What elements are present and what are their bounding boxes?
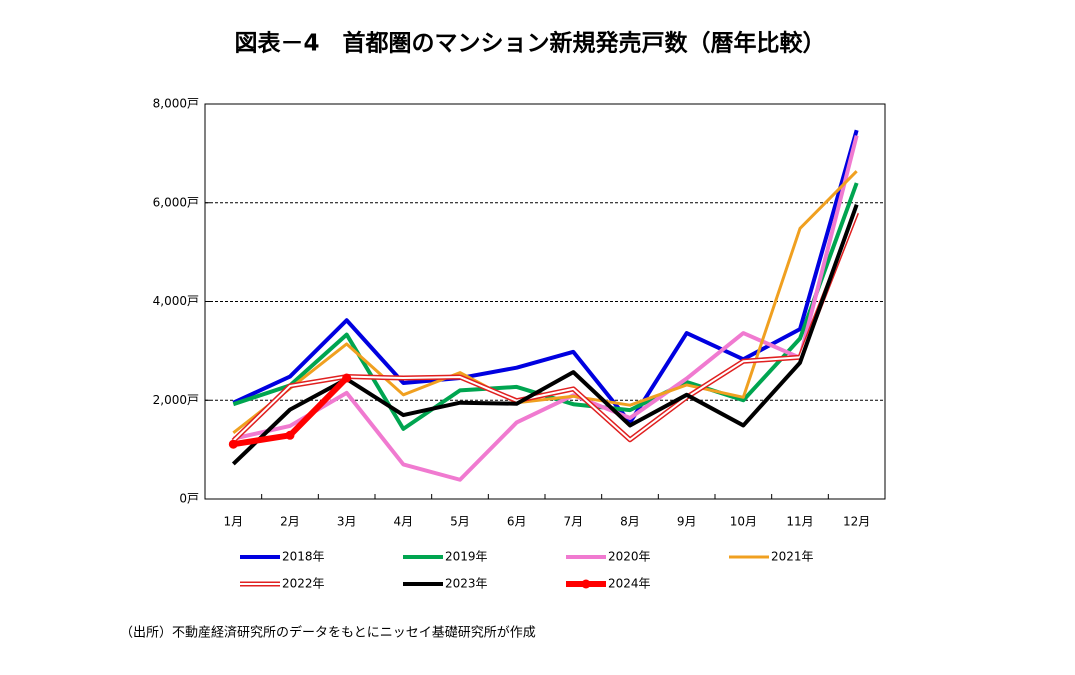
x-tick-label: 2月 bbox=[280, 515, 300, 529]
legend-label: 2019年 bbox=[445, 550, 488, 564]
legend-label: 2018年 bbox=[282, 550, 325, 564]
legend-label: 2020年 bbox=[608, 550, 651, 564]
y-tick-label: 0戸 bbox=[179, 492, 199, 506]
series-line bbox=[232, 135, 859, 482]
x-tick-label: 10月 bbox=[730, 515, 757, 529]
x-tick-label: 8月 bbox=[620, 515, 640, 529]
legend-label: 2024年 bbox=[608, 577, 651, 591]
y-tick-label: 6,000戸 bbox=[153, 195, 199, 209]
source-note: （出所）不動産経済研究所のデータをもとにニッセイ基礎研究所が作成 bbox=[120, 625, 536, 641]
x-tick-label: 11月 bbox=[786, 515, 813, 529]
x-tick-label: 12月 bbox=[843, 515, 870, 529]
point bbox=[228, 439, 238, 449]
x-tick-label: 1月 bbox=[224, 515, 244, 529]
y-tick-label: 2,000戸 bbox=[153, 393, 199, 407]
y-tick-label: 4,000戸 bbox=[153, 294, 199, 308]
y-tick-label: 8,000戸 bbox=[153, 97, 199, 111]
series-line bbox=[232, 170, 858, 435]
legend-label: 2021年 bbox=[771, 550, 814, 564]
x-tick-label: 4月 bbox=[394, 515, 414, 529]
legend-label: 2022年 bbox=[282, 577, 325, 591]
x-tick-label: 5月 bbox=[450, 515, 470, 529]
x-tick-label: 6月 bbox=[507, 515, 527, 529]
point bbox=[342, 373, 352, 383]
x-tick-label: 9月 bbox=[677, 515, 697, 529]
legend-label: 2023年 bbox=[445, 577, 488, 591]
series-line bbox=[232, 129, 859, 425]
series-line-inner bbox=[232, 212, 858, 442]
x-tick-label: 3月 bbox=[337, 515, 357, 529]
legend-marker bbox=[581, 579, 591, 589]
point bbox=[285, 430, 295, 440]
x-tick-label: 7月 bbox=[564, 515, 584, 529]
chart-title: 図表－4 首都圏のマンション新規発売戸数（暦年比較） bbox=[234, 30, 825, 57]
